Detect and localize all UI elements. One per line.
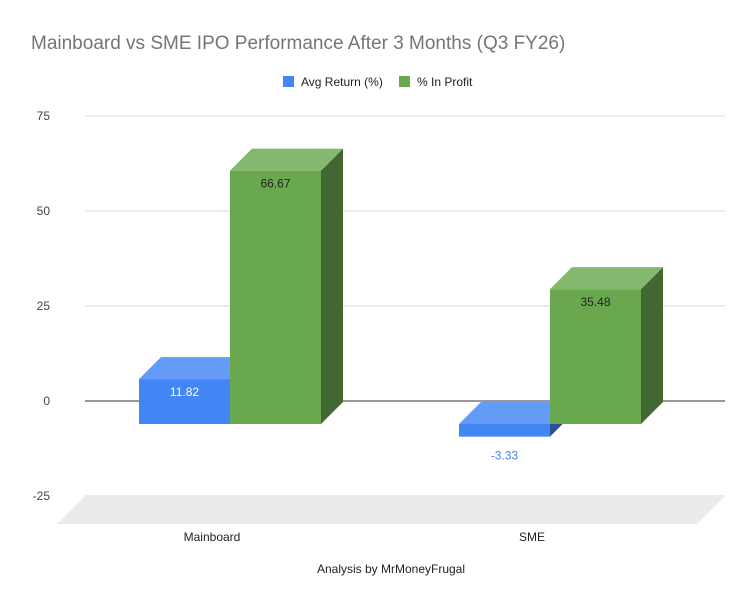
x-axis-title: Analysis by MrMoneyFrugal xyxy=(317,562,465,576)
data-label-in-profit-sme: 35.48 xyxy=(580,295,610,309)
legend-label-avg-return: Avg Return (%) xyxy=(301,75,383,89)
bar-in-profit-mainboard xyxy=(230,148,343,425)
legend-swatch-avg-return xyxy=(283,76,294,87)
x-category-mainboard: Mainboard xyxy=(184,530,241,544)
data-label-in-profit-mainboard: 66.67 xyxy=(260,177,290,191)
y-tick-label: -25 xyxy=(33,489,51,503)
bar-side-in-profit-mainboard xyxy=(321,148,343,425)
bar-in-profit-sme xyxy=(550,267,663,424)
bar-top-avg-return-mainboard xyxy=(139,357,252,380)
floor-plane xyxy=(57,496,725,524)
bar-front-avg-return-mainboard xyxy=(139,379,230,424)
y-axis-ticks: 75 50 25 0 -25 xyxy=(33,109,51,503)
legend: Avg Return (%) % In Profit xyxy=(283,75,473,89)
bars xyxy=(139,148,663,437)
y-tick-label: 25 xyxy=(37,299,51,313)
x-category-sme: SME xyxy=(519,530,545,544)
chart-title: Mainboard vs SME IPO Performance After 3… xyxy=(31,33,565,54)
bar-front-in-profit-mainboard xyxy=(230,170,321,424)
bar-front-avg-return-sme xyxy=(459,424,550,437)
legend-label-in-profit: % In Profit xyxy=(417,75,473,89)
legend-swatch-in-profit xyxy=(399,76,410,87)
bar-front-in-profit-sme xyxy=(550,289,641,424)
bar-top-avg-return-sme xyxy=(459,402,572,424)
chart-floor xyxy=(57,496,725,524)
y-tick-label: 0 xyxy=(43,394,50,408)
x-axis-categories: Mainboard SME xyxy=(184,530,545,544)
y-tick-label: 50 xyxy=(37,204,51,218)
bar-top-in-profit-mainboard xyxy=(230,148,343,171)
data-labels: 11.82 66.67 -3.33 35.48 xyxy=(170,177,611,463)
data-label-avg-return-mainboard: 11.82 xyxy=(170,385,199,399)
data-label-avg-return-sme: -3.33 xyxy=(491,449,519,463)
bar-side-in-profit-sme xyxy=(641,267,663,424)
bar-top-in-profit-sme xyxy=(550,267,663,290)
y-tick-label: 75 xyxy=(37,109,51,123)
